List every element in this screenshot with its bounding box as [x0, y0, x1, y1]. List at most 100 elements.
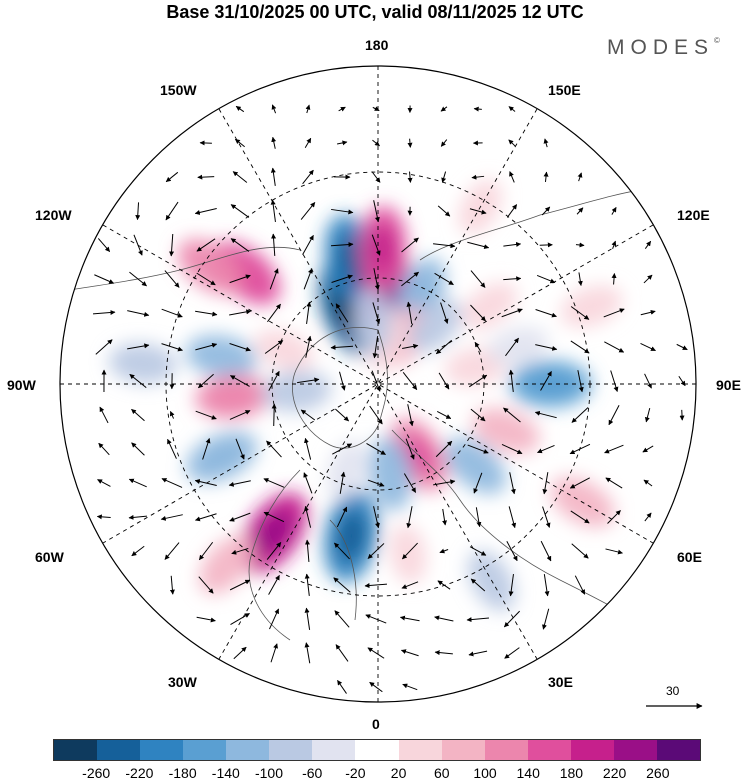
wind-vector	[305, 335, 312, 358]
wind-vector	[97, 479, 111, 487]
lon-label-120e: 120E	[677, 207, 710, 223]
wind-vector	[539, 242, 553, 248]
lon-label-60w: 60W	[35, 549, 64, 565]
wind-vector	[679, 409, 685, 421]
wind-vector	[468, 650, 488, 657]
wind-vector	[304, 607, 311, 630]
wind-vector	[611, 240, 617, 250]
positive-anomaly	[389, 524, 427, 584]
wind-vector	[367, 479, 385, 487]
wind-vector	[165, 201, 179, 221]
wind-vector	[195, 410, 217, 420]
lon-label-90e: 90E	[716, 377, 741, 393]
wind-vector	[161, 343, 183, 352]
anomaly-core	[212, 384, 255, 409]
wind-vector	[266, 541, 282, 560]
wind-vector	[433, 479, 456, 486]
wind-vector	[229, 512, 251, 522]
wind-vector	[230, 375, 250, 387]
lon-label-150w: 150W	[160, 82, 197, 98]
negative-anomaly	[352, 287, 393, 354]
colorbar-swatch	[441, 740, 485, 760]
map-background	[60, 66, 696, 702]
wind-vector	[167, 438, 177, 459]
wind-vector	[267, 303, 281, 323]
wind-vector	[570, 510, 590, 524]
wind-vector	[508, 506, 517, 529]
wind-vector	[543, 171, 549, 182]
colorbar-tick-label: -260	[82, 765, 111, 781]
wind-vector	[169, 575, 175, 595]
wind-vector	[194, 208, 217, 215]
wind-vector	[304, 642, 311, 664]
wind-vector	[475, 507, 482, 528]
wind-vector	[442, 508, 448, 526]
wind-vector	[198, 576, 214, 594]
wind-vector	[508, 574, 514, 597]
lon-label-30w: 30W	[168, 674, 197, 690]
wind-vector	[196, 616, 216, 623]
wind-vector	[434, 272, 454, 286]
wind-vector	[610, 370, 619, 392]
wind-vector	[233, 646, 247, 660]
wind-vector	[434, 650, 453, 656]
wind-vector	[402, 343, 419, 349]
wind-vector	[605, 477, 623, 489]
wind-vector	[271, 403, 277, 427]
wind-vector	[303, 472, 313, 494]
wind-vector	[575, 242, 585, 248]
vector-scale-label: 30	[666, 684, 680, 698]
colorbar-swatch	[140, 740, 184, 760]
wind-vector	[401, 271, 419, 287]
wind-vector	[570, 340, 590, 354]
wind-vector	[503, 407, 521, 423]
wind-vector	[372, 302, 381, 325]
positive-anomaly	[560, 285, 623, 328]
wind-vector	[366, 443, 386, 455]
colorbar-swatch	[97, 740, 141, 760]
wind-vector	[604, 341, 625, 353]
wind-vector	[604, 444, 624, 454]
wind-vector	[402, 372, 418, 391]
wind-vector	[367, 543, 385, 559]
wind-vector	[508, 139, 516, 147]
wind-vector	[402, 542, 418, 560]
anomaly-core	[406, 273, 435, 314]
wind-vector	[196, 272, 216, 286]
wind-vector	[541, 206, 551, 216]
wind-vector	[467, 444, 489, 454]
wind-vector	[271, 233, 277, 257]
wind-vector	[640, 342, 656, 352]
wind-vector	[331, 274, 353, 283]
wind-vector	[304, 505, 312, 528]
wind-vector	[334, 542, 350, 560]
wind-vector	[369, 681, 383, 693]
wind-vector	[339, 471, 346, 494]
wind-vector	[473, 106, 482, 112]
colorbar-swatch	[570, 740, 614, 760]
wind-vector	[194, 479, 217, 486]
wind-vector	[195, 342, 218, 351]
wind-vector	[371, 171, 381, 183]
wind-vector	[127, 343, 150, 350]
wind-vector	[369, 405, 383, 425]
wind-vector	[195, 310, 218, 317]
map-title: Base 31/10/2025 00 UTC, valid 08/11/2025…	[166, 2, 584, 22]
wind-vector	[508, 106, 516, 112]
wind-vector	[131, 442, 145, 456]
wind-vector	[433, 243, 456, 249]
lon-label-150e: 150E	[548, 82, 581, 98]
wind-vector	[469, 208, 487, 215]
colorbar-tick-label: -140	[211, 765, 240, 781]
wind-vector	[501, 308, 523, 318]
positive-anomaly	[177, 239, 244, 295]
wind-vector	[268, 370, 280, 391]
wind-vector	[331, 208, 354, 215]
wind-vector	[229, 309, 252, 316]
wind-vector	[503, 276, 522, 282]
wind-vector	[571, 543, 589, 559]
wind-vector	[570, 306, 590, 320]
lon-label-60e: 60E	[677, 549, 702, 565]
negative-anomaly	[368, 437, 413, 511]
